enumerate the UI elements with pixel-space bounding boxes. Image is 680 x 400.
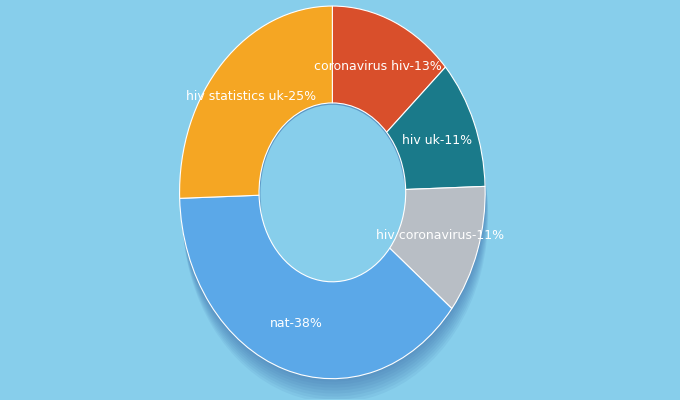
Wedge shape xyxy=(182,213,454,396)
Wedge shape xyxy=(333,12,446,138)
Wedge shape xyxy=(388,76,486,198)
Wedge shape xyxy=(180,9,333,201)
Wedge shape xyxy=(391,195,486,318)
Wedge shape xyxy=(180,201,453,385)
Wedge shape xyxy=(182,216,454,400)
Wedge shape xyxy=(335,27,448,153)
Wedge shape xyxy=(180,195,452,379)
Wedge shape xyxy=(180,12,333,204)
Wedge shape xyxy=(390,186,485,308)
Wedge shape xyxy=(335,24,447,150)
Wedge shape xyxy=(181,18,334,210)
Wedge shape xyxy=(334,18,447,144)
Wedge shape xyxy=(333,15,447,141)
Wedge shape xyxy=(181,204,453,388)
Wedge shape xyxy=(388,73,486,196)
Wedge shape xyxy=(181,15,333,207)
Wedge shape xyxy=(182,27,335,219)
Wedge shape xyxy=(180,198,452,382)
Wedge shape xyxy=(181,207,454,390)
Wedge shape xyxy=(392,201,487,324)
Wedge shape xyxy=(182,21,335,213)
Text: hiv uk-11%: hiv uk-11% xyxy=(402,134,472,147)
Wedge shape xyxy=(182,24,335,216)
Wedge shape xyxy=(390,91,488,213)
Wedge shape xyxy=(333,9,446,135)
Wedge shape xyxy=(335,21,447,147)
Wedge shape xyxy=(333,6,445,132)
Text: hiv statistics uk-25%: hiv statistics uk-25% xyxy=(186,90,316,103)
Wedge shape xyxy=(183,219,455,400)
Wedge shape xyxy=(335,30,449,156)
Wedge shape xyxy=(387,70,486,192)
Wedge shape xyxy=(392,204,488,326)
Text: hiv coronavirus-11%: hiv coronavirus-11% xyxy=(375,229,504,242)
Wedge shape xyxy=(390,88,488,210)
Wedge shape xyxy=(183,30,335,222)
Wedge shape xyxy=(393,210,488,332)
Wedge shape xyxy=(388,79,487,202)
Wedge shape xyxy=(389,85,488,207)
Wedge shape xyxy=(391,198,487,320)
Wedge shape xyxy=(390,192,486,314)
Wedge shape xyxy=(388,82,487,204)
Text: coronavirus hiv-13%: coronavirus hiv-13% xyxy=(314,60,442,73)
Wedge shape xyxy=(387,67,485,190)
Wedge shape xyxy=(180,6,333,198)
Circle shape xyxy=(260,105,404,280)
Wedge shape xyxy=(392,207,488,329)
Text: nat-38%: nat-38% xyxy=(270,317,323,330)
Wedge shape xyxy=(390,189,486,312)
Wedge shape xyxy=(182,210,454,394)
